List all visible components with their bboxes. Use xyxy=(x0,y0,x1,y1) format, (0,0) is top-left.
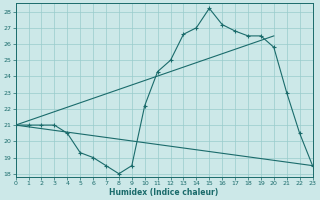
X-axis label: Humidex (Indice chaleur): Humidex (Indice chaleur) xyxy=(109,188,219,197)
